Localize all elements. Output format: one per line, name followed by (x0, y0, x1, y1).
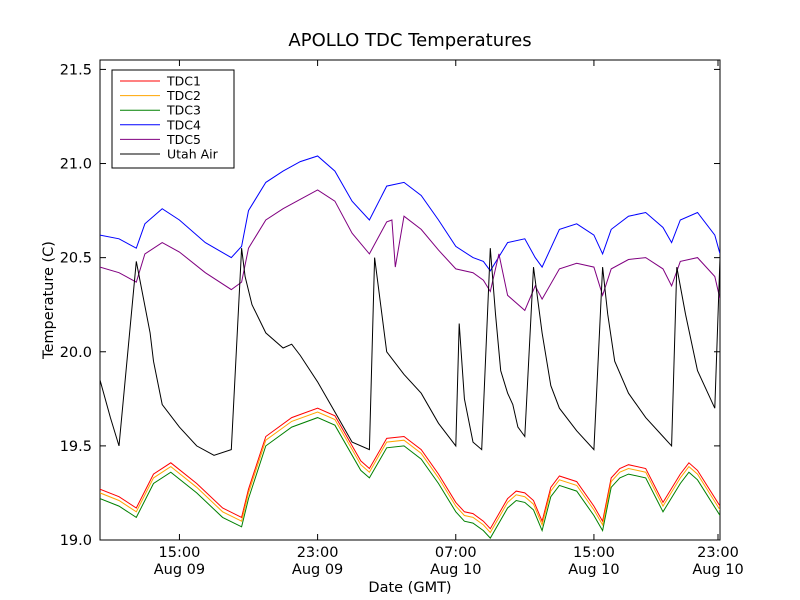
y-axis: 19.0 19.5 20.0 20.5 21.0 21.5 (60, 62, 720, 549)
legend-box (111, 69, 235, 169)
y-axis-label: Temperature (C) (41, 241, 57, 360)
y-tick-label: 19.0 (60, 533, 92, 549)
series-line-utah-air (100, 248, 720, 456)
y-tick-label: 20.5 (60, 251, 92, 267)
x-tick-date-label: Aug 10 (568, 562, 619, 578)
x-tick-time-label: 15:00 (159, 545, 201, 561)
x-tick-date-label: Aug 09 (292, 562, 343, 578)
legend-label: TDC3 (166, 103, 201, 118)
x-tick-date-label: Aug 10 (430, 562, 481, 578)
x-tick-time-label: 23:00 (297, 545, 339, 561)
series-line-tdc4 (100, 155, 720, 272)
y-tick-label: 21.0 (60, 157, 92, 173)
y-tick-label: 19.5 (60, 439, 92, 455)
legend-label: TDC2 (166, 88, 201, 103)
series-line-tdc2 (100, 411, 720, 534)
x-axis-label: Date (GMT) (368, 580, 451, 596)
x-tick-time-label: 15:00 (573, 545, 615, 561)
legend-label: TDC1 (166, 74, 201, 89)
x-tick-time-label: 23:00 (697, 545, 739, 561)
legend-label: TDC5 (166, 132, 201, 147)
series-line-tdc1 (100, 407, 720, 530)
legend-label: Utah Air (167, 147, 219, 162)
series-layer (100, 155, 720, 539)
series-line-tdc3 (100, 417, 720, 539)
x-tick-time-label: 07:00 (435, 545, 477, 561)
x-tick-date-label: Aug 09 (154, 562, 205, 578)
y-tick-label: 21.5 (60, 62, 92, 78)
x-tick-date-label: Aug 10 (692, 562, 743, 578)
series-line-tdc5 (100, 189, 720, 312)
legend-label: TDC4 (166, 117, 201, 132)
chart-title: APOLLO TDC Temperatures (288, 30, 531, 51)
y-tick-label: 20.0 (60, 345, 92, 361)
